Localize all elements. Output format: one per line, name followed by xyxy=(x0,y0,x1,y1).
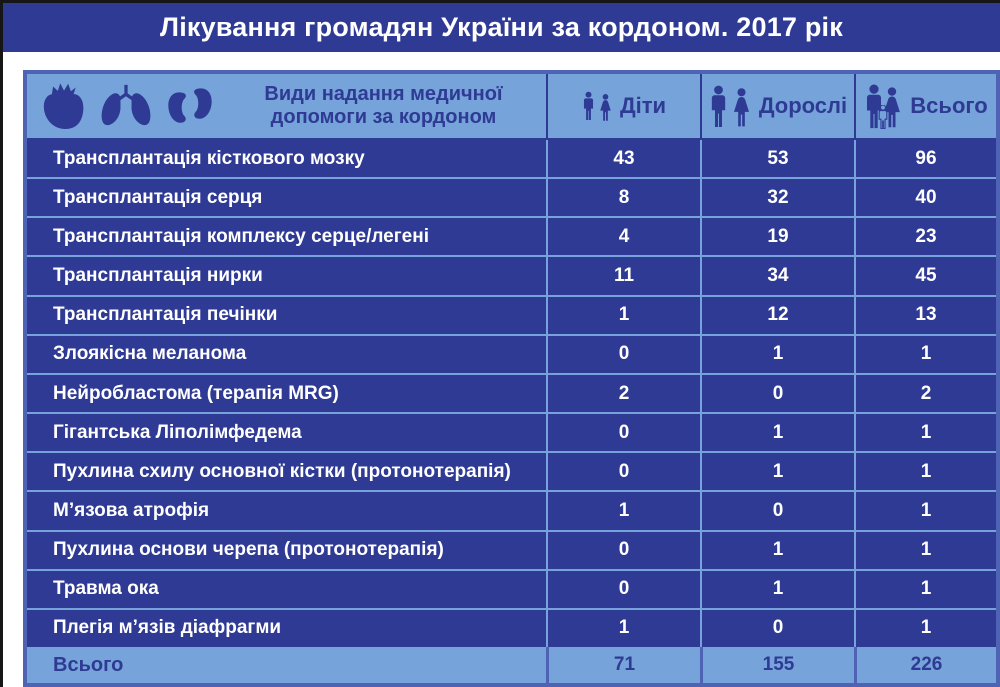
header-total-label: Всього xyxy=(910,93,988,118)
row-label: Трансплантація нирки xyxy=(53,265,263,287)
row-adults-value: 1 xyxy=(700,414,854,452)
row-children-value: 1 xyxy=(546,492,700,530)
lungs-icon xyxy=(101,84,151,126)
treatment-table: Види надання медичної допомоги за кордон… xyxy=(23,70,1000,687)
table-row: Пухлина схилу основної кістки (протоноте… xyxy=(27,453,996,493)
header-types-label: Види надання медичної допомоги за кордон… xyxy=(264,82,503,128)
row-children-value: 0 xyxy=(546,414,700,452)
row-label: Травма ока xyxy=(53,578,159,600)
child-icon xyxy=(877,104,889,129)
row-adults-value: 34 xyxy=(700,257,854,295)
row-children-value: 43 xyxy=(546,140,700,178)
table-row: Нейробластома (терапія MRG) 2 0 2 xyxy=(27,374,996,415)
row-adults-value: 53 xyxy=(700,140,854,178)
table-row: Пухлина основи черепа (протонотерапія) 0… xyxy=(27,531,996,571)
row-total-value: 1 xyxy=(854,335,996,373)
row-label: Гігантська Ліполімфедема xyxy=(53,421,302,443)
row-children-value: 1 xyxy=(546,296,700,334)
row-children-value: 0 xyxy=(546,453,700,491)
row-total-value: 1 xyxy=(854,492,996,530)
total-children-value: 71 xyxy=(546,647,700,683)
row-label: Трансплантація комплексу серце/легені xyxy=(53,225,429,247)
table-row: Трансплантація серця 8 32 40 xyxy=(27,179,996,219)
table-row: Трансплантація комплексу серце/легені 4 … xyxy=(27,218,996,258)
kidneys-icon xyxy=(168,88,212,123)
table-row: Трансплантація нирки 11 34 45 xyxy=(27,257,996,297)
table-row: Травма ока 0 1 1 xyxy=(27,570,996,610)
header-cell-children: Діти xyxy=(546,74,700,138)
page-title: Лікування громадян України за кордоном. … xyxy=(160,12,843,42)
table-total-row: Всього 71 155 226 xyxy=(27,647,996,683)
header-cell-adults: Дорослі xyxy=(700,74,854,138)
row-adults-value: 1 xyxy=(700,453,854,491)
screen-edge-top xyxy=(0,0,1000,3)
row-children-value: 11 xyxy=(546,257,700,295)
row-label: Злоякісна меланома xyxy=(53,343,247,365)
family-icon xyxy=(864,84,903,129)
row-total-value: 23 xyxy=(854,218,996,256)
row-adults-value: 12 xyxy=(700,296,854,334)
table-row: Злоякісна меланома 0 1 1 xyxy=(27,335,996,375)
row-children-value: 1 xyxy=(546,609,700,648)
row-adults-value: 1 xyxy=(700,531,854,569)
table-row: М’язова атрофія 1 0 1 xyxy=(27,492,996,532)
table-header-row: Види надання медичної допомоги за кордон… xyxy=(27,74,996,140)
row-adults-value: 0 xyxy=(700,374,854,413)
children-icon xyxy=(582,91,613,121)
row-label: Трансплантація печінки xyxy=(53,304,278,326)
table-row: Гігантська Ліполімфедема 0 1 1 xyxy=(27,414,996,454)
row-label: Пухлина схилу основної кістки (протоноте… xyxy=(53,460,511,482)
heart-icon xyxy=(43,83,84,130)
table-row: Плегія м’язів діафрагми 1 0 1 xyxy=(27,609,996,648)
row-children-value: 0 xyxy=(546,531,700,569)
row-children-value: 0 xyxy=(546,335,700,373)
row-total-value: 1 xyxy=(854,609,996,648)
total-adults-value: 155 xyxy=(700,647,854,683)
row-total-value: 1 xyxy=(854,570,996,608)
row-total-value: 2 xyxy=(854,374,996,413)
row-adults-value: 0 xyxy=(700,609,854,648)
title-bar: Лікування громадян України за кордоном. … xyxy=(3,3,1000,52)
row-children-value: 0 xyxy=(546,570,700,608)
row-adults-value: 1 xyxy=(700,335,854,373)
table-row: Трансплантація кісткового мозку 43 53 96 xyxy=(27,140,996,180)
total-row-label: Всього xyxy=(53,653,124,676)
row-total-value: 1 xyxy=(854,414,996,452)
row-label: Нейробластома (терапія MRG) xyxy=(53,382,339,404)
row-adults-value: 1 xyxy=(700,570,854,608)
header-cell-types: Види надання медичної допомоги за кордон… xyxy=(27,74,546,138)
organ-icons xyxy=(39,82,215,130)
row-label: Трансплантація серця xyxy=(53,186,263,208)
header-children-label: Діти xyxy=(619,93,667,118)
total-total-value: 226 xyxy=(854,647,996,683)
row-label: Трансплантація кісткового мозку xyxy=(53,147,365,169)
row-adults-value: 0 xyxy=(700,492,854,530)
row-total-value: 96 xyxy=(854,140,996,178)
header-cell-total: Всього xyxy=(854,74,996,138)
row-label: М’язова атрофія xyxy=(53,499,210,521)
row-total-value: 40 xyxy=(854,179,996,217)
row-total-value: 13 xyxy=(854,296,996,334)
row-adults-value: 32 xyxy=(700,179,854,217)
table-row: Трансплантація печінки 1 12 13 xyxy=(27,296,996,336)
row-label: Плегія м’язів діафрагми xyxy=(53,617,282,639)
row-label: Пухлина основи черепа (протонотерапія) xyxy=(53,539,444,561)
row-total-value: 45 xyxy=(854,257,996,295)
row-total-value: 1 xyxy=(854,453,996,491)
screen-edge-left xyxy=(0,0,3,687)
table-body: Трансплантація кісткового мозку 43 53 96… xyxy=(27,140,996,648)
row-total-value: 1 xyxy=(854,531,996,569)
row-children-value: 2 xyxy=(546,374,700,413)
row-children-value: 4 xyxy=(546,218,700,256)
row-children-value: 8 xyxy=(546,179,700,217)
header-adults-label: Дорослі xyxy=(758,93,848,118)
row-adults-value: 19 xyxy=(700,218,854,256)
adults-icon xyxy=(709,85,752,128)
